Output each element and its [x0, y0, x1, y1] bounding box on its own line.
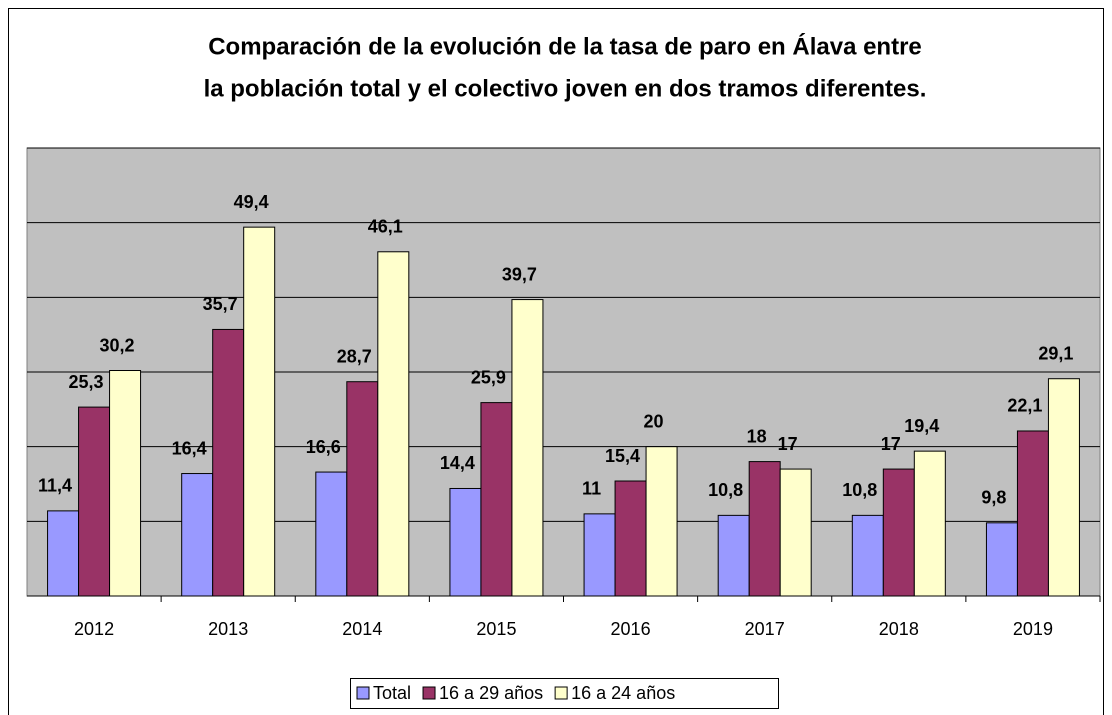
data-label: 17 [778, 434, 798, 454]
legend-label: 16 a 29 años [439, 683, 543, 703]
bar [346, 381, 379, 597]
bar [377, 251, 410, 597]
x-tick-label: 2017 [745, 619, 785, 639]
data-label: 25,9 [471, 367, 506, 387]
legend-swatch [554, 686, 568, 700]
data-label: 18 [747, 426, 767, 446]
data-label: 25,3 [69, 372, 104, 392]
chart-title: Comparación de la evolución de la tasa d… [208, 32, 922, 60]
bar [645, 446, 678, 597]
data-label: 19,4 [904, 416, 939, 436]
data-label: 30,2 [100, 335, 135, 355]
bar [748, 461, 781, 597]
bar [779, 468, 812, 597]
x-tick-label: 2014 [342, 619, 382, 639]
data-label: 29,1 [1038, 343, 1073, 363]
bar [109, 370, 142, 597]
bar [449, 487, 482, 597]
bar [1016, 430, 1049, 597]
data-label: 28,7 [337, 346, 372, 366]
data-label: 39,7 [502, 264, 537, 284]
bar [985, 522, 1018, 597]
bar [583, 513, 616, 597]
bar [614, 480, 647, 597]
legend-swatch [422, 686, 436, 700]
x-tick-label: 2019 [1013, 619, 1053, 639]
bar [511, 299, 544, 597]
x-tick-label: 2013 [208, 619, 248, 639]
data-label: 15,4 [605, 446, 640, 466]
bar [78, 406, 111, 597]
bar [181, 473, 214, 597]
x-tick-label: 2016 [611, 619, 651, 639]
data-label: 16,6 [306, 437, 341, 457]
bar [913, 450, 946, 597]
bar [480, 402, 513, 597]
data-label: 49,4 [234, 192, 269, 212]
data-label: 22,1 [1007, 396, 1042, 416]
data-label: 10,8 [842, 480, 877, 500]
bar [882, 468, 915, 597]
data-label: 20 [644, 411, 664, 431]
bar [212, 328, 245, 597]
data-label: 14,4 [440, 453, 475, 473]
bar [243, 226, 276, 597]
data-label: 16,4 [172, 438, 207, 458]
bar [315, 471, 348, 597]
data-label: 10,8 [708, 480, 743, 500]
bar [1047, 378, 1080, 597]
chart-title: la población total y el colectivo joven … [204, 75, 927, 102]
data-label: 11,4 [38, 476, 72, 496]
x-tick-label: 2015 [476, 619, 516, 639]
bar [851, 514, 884, 597]
data-label: 17 [881, 434, 901, 454]
bar [717, 514, 750, 597]
data-label: 46,1 [368, 217, 403, 237]
x-tick-label: 2018 [879, 619, 919, 639]
data-label: 9,8 [981, 488, 1006, 508]
x-tick-label: 2012 [74, 619, 114, 639]
data-label: 11 [582, 479, 601, 499]
legend-label: Total [373, 683, 411, 703]
legend-swatch [356, 686, 370, 700]
bar [47, 510, 80, 597]
legend-label: 16 a 24 años [571, 683, 675, 703]
data-label: 35,7 [203, 294, 238, 314]
